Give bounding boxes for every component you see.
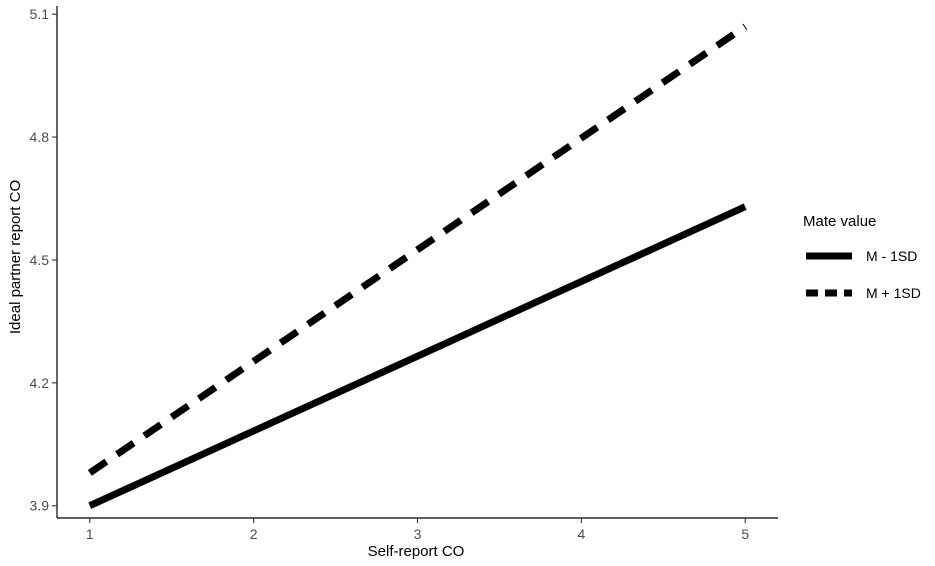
- legend-label: M - 1SD: [866, 248, 917, 264]
- legend-entries: M - 1SD M + 1SD: [806, 248, 921, 301]
- x-tick-label: 4: [577, 526, 585, 542]
- x-tick-label: 5: [741, 526, 749, 542]
- legend: Mate value M - 1SD M + 1SD: [803, 213, 921, 301]
- series-line-m-plus-1sd: [87, 23, 748, 476]
- y-ticks: 3.9 4.2 4.5 4.8 5.1: [30, 6, 57, 514]
- y-axis-title: Ideal partner report CO: [7, 180, 24, 334]
- y-tick-label: 4.5: [30, 252, 50, 268]
- x-axis-title: Self-report CO: [368, 543, 465, 560]
- y-tick-label: 4.2: [30, 375, 50, 391]
- legend-label: M + 1SD: [866, 285, 921, 301]
- plot-lines: [87, 23, 748, 509]
- legend-title: Mate value: [803, 213, 876, 230]
- x-tick-label: 1: [86, 526, 94, 542]
- series-line-m-minus-1sd: [88, 203, 747, 509]
- x-tick-label: 2: [250, 526, 258, 542]
- y-tick-label: 5.1: [30, 6, 50, 22]
- x-tick-label: 3: [414, 526, 422, 542]
- x-ticks: 1 2 3 4 5: [86, 518, 749, 542]
- y-tick-label: 4.8: [30, 129, 50, 145]
- y-tick-label: 3.9: [30, 498, 50, 514]
